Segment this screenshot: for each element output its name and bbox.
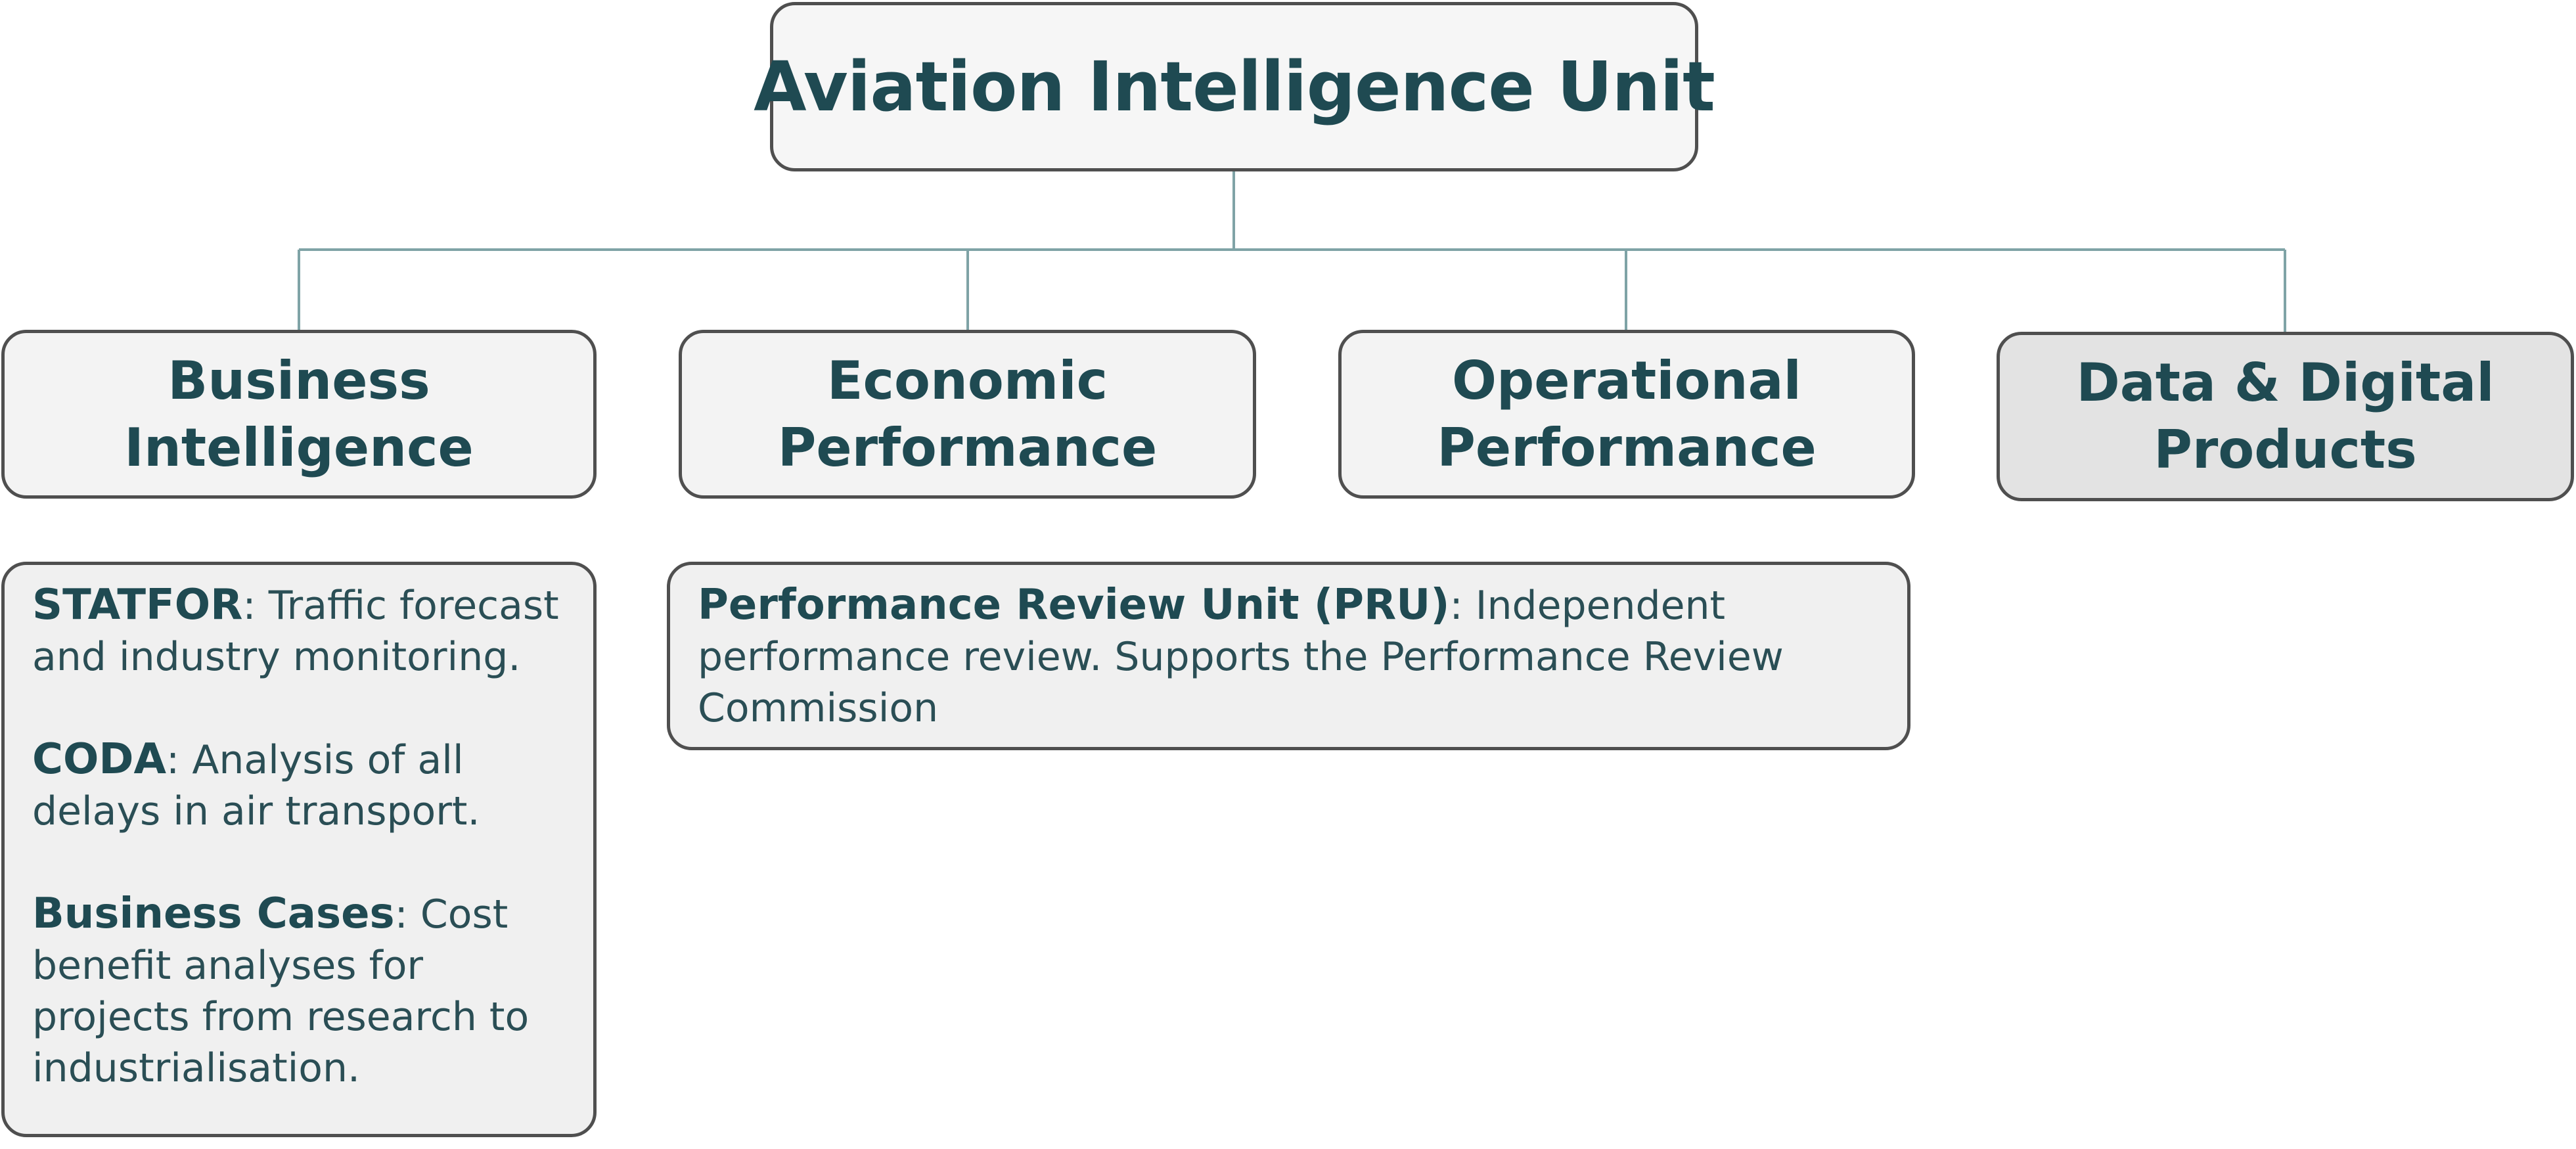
detail-item-name: CODA bbox=[32, 735, 167, 784]
unit-label-line2: Performance bbox=[1437, 417, 1817, 478]
performance-review-details: Performance Review Unit (PRU): Independe… bbox=[667, 562, 1910, 750]
unit-label: Business Intelligence bbox=[124, 348, 474, 482]
unit-label-line2: Performance bbox=[777, 417, 1158, 478]
detail-item-name: Business Cases bbox=[32, 890, 395, 938]
detail-item-name: STATFOR bbox=[32, 581, 243, 629]
unit-label-line1: Operational bbox=[1452, 349, 1801, 411]
unit-label-line1: Business bbox=[168, 349, 430, 411]
root-node: Aviation Intelligence Unit bbox=[754, 2, 1715, 171]
detail-item-text: : Traffic forecast and industry monitori… bbox=[32, 583, 559, 680]
unit-label: Data & Digital Products bbox=[2076, 349, 2494, 484]
detail-item-name: Performance Review Unit (PRU) bbox=[698, 581, 1450, 629]
unit-label-line1: Economic bbox=[826, 349, 1108, 411]
unit-economic-performance: Economic Performance bbox=[679, 330, 1256, 499]
unit-business-intelligence: Business Intelligence bbox=[1, 330, 597, 499]
unit-label: Operational Performance bbox=[1437, 348, 1817, 482]
unit-label-line2: Intelligence bbox=[124, 417, 474, 478]
unit-label: Economic Performance bbox=[778, 348, 1158, 482]
detail-item-business-cases: Business Cases: Cost benefit analyses fo… bbox=[32, 888, 567, 1094]
detail-item-coda: CODA: Analysis of all delays in air tran… bbox=[32, 734, 567, 837]
root-title: Aviation Intelligence Unit bbox=[754, 47, 1715, 127]
business-intelligence-details: STATFOR: Traffic forecast and industry m… bbox=[1, 562, 597, 1137]
detail-item-text: : Analysis of all delays in air transpor… bbox=[32, 737, 480, 834]
detail-item-pru: Performance Review Unit (PRU): Independe… bbox=[698, 579, 1881, 734]
unit-operational-performance: Operational Performance bbox=[1338, 330, 1915, 499]
detail-item-text: : Independent performance review. Suppor… bbox=[698, 583, 1784, 731]
unit-data-digital-products: Data & Digital Products bbox=[1997, 332, 2574, 501]
unit-label-line2: Products bbox=[2154, 419, 2417, 480]
detail-item-text: : Cost benefit analyses for projects fro… bbox=[32, 891, 530, 1091]
unit-label-line1: Data & Digital bbox=[2076, 352, 2495, 413]
detail-item-statfor: STATFOR: Traffic forecast and industry m… bbox=[32, 579, 567, 683]
